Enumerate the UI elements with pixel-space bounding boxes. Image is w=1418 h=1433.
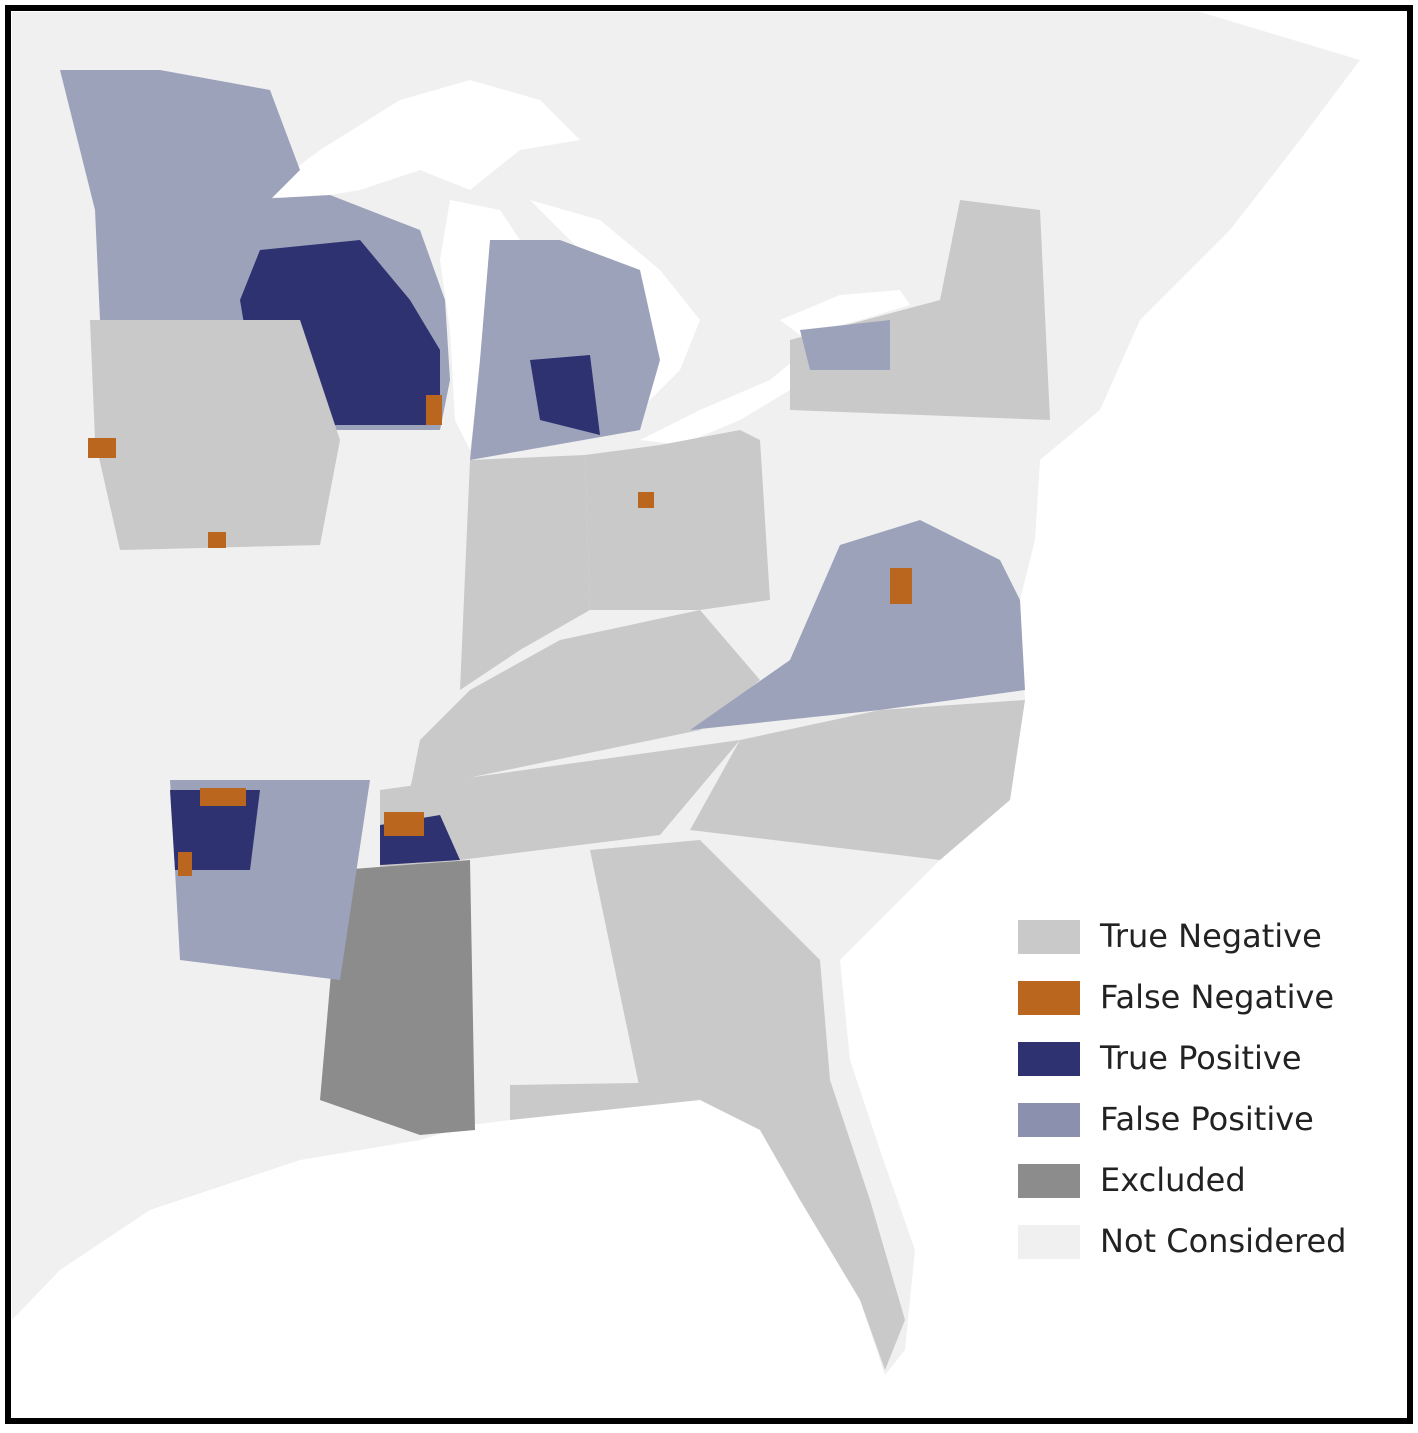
lake-erie	[640, 355, 800, 445]
false-negative-area	[384, 812, 424, 836]
iowa	[90, 320, 340, 550]
ohio	[585, 430, 770, 610]
arkansas-true-positive	[170, 790, 260, 870]
legend-swatch	[1018, 1164, 1080, 1198]
false-negative-area	[88, 438, 116, 458]
false-negative-area	[638, 492, 654, 508]
lake-superior	[260, 80, 580, 200]
legend-swatch	[1018, 1103, 1080, 1137]
false-negative-area	[890, 568, 912, 604]
map	[12, 12, 1406, 1417]
legend: True Negative False Negative True Positive…	[1018, 917, 1346, 1260]
indiana	[460, 455, 590, 690]
false-negative-area	[178, 852, 192, 876]
false-negative-area	[208, 532, 226, 548]
new-york-false-positive	[800, 320, 890, 370]
legend-swatch	[1018, 1225, 1080, 1259]
north-carolina	[690, 700, 1025, 860]
false-negative-area	[426, 395, 442, 425]
frame	[5, 5, 1413, 1424]
legend-label: True Negative	[1099, 917, 1322, 955]
false-negative-area	[200, 788, 246, 806]
mississippi	[320, 860, 475, 1135]
georgia	[590, 840, 830, 1090]
legend-label: True Positive	[1099, 1039, 1302, 1077]
lake-ontario	[780, 290, 910, 335]
legend-swatch	[1018, 920, 1080, 954]
tennessee	[380, 740, 740, 870]
legend-label: False Negative	[1100, 978, 1334, 1016]
michigan-true-positive	[530, 355, 600, 435]
florida	[510, 1080, 905, 1370]
virginia	[690, 520, 1025, 730]
legend-swatch	[1018, 981, 1080, 1015]
michigan	[470, 240, 660, 460]
kentucky	[410, 610, 760, 790]
legend-swatch	[1018, 1042, 1080, 1076]
legend-label: Not Considered	[1100, 1222, 1346, 1260]
legend-label: False Positive	[1100, 1100, 1314, 1138]
legend-label: Excluded	[1100, 1161, 1246, 1199]
